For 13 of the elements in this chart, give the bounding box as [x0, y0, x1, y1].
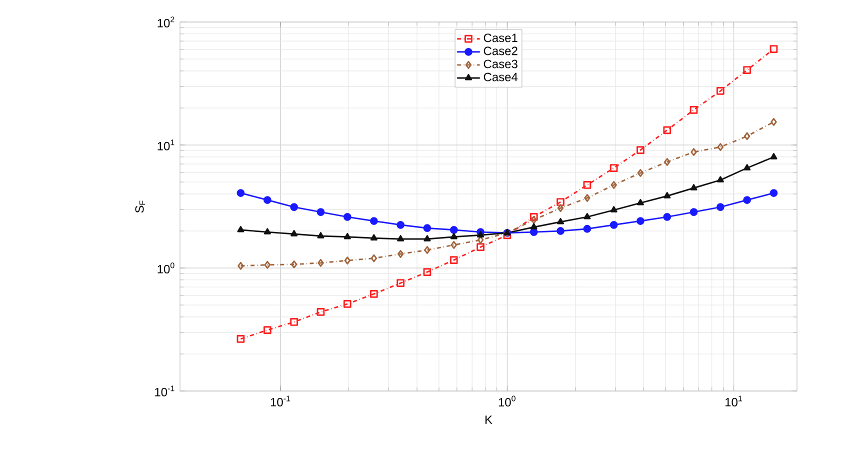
x-axis-title: K — [485, 416, 492, 424]
y-tick-label: 10$^{0}$ — [158, 262, 174, 274]
x-tick-label: 10$^{1}$ — [726, 396, 742, 406]
y-tick-label: 10$^{-1}$ — [155, 386, 174, 396]
legend-label: Case3 — [484, 60, 518, 68]
x-tick-label: 10$^{-1}$ — [270, 396, 290, 406]
legend-label: Case4 — [484, 72, 518, 82]
y-tick-label: 10$^{1}$ — [158, 140, 174, 150]
y-tick-label: 10$^{2}$ — [158, 16, 174, 28]
y-axis-title: S$_{F}$ — [135, 200, 146, 213]
x-tick-label: 10$^{0}$ — [498, 396, 516, 407]
legend-label: Case1 — [484, 34, 518, 42]
legend-label: Case2 — [484, 46, 518, 56]
